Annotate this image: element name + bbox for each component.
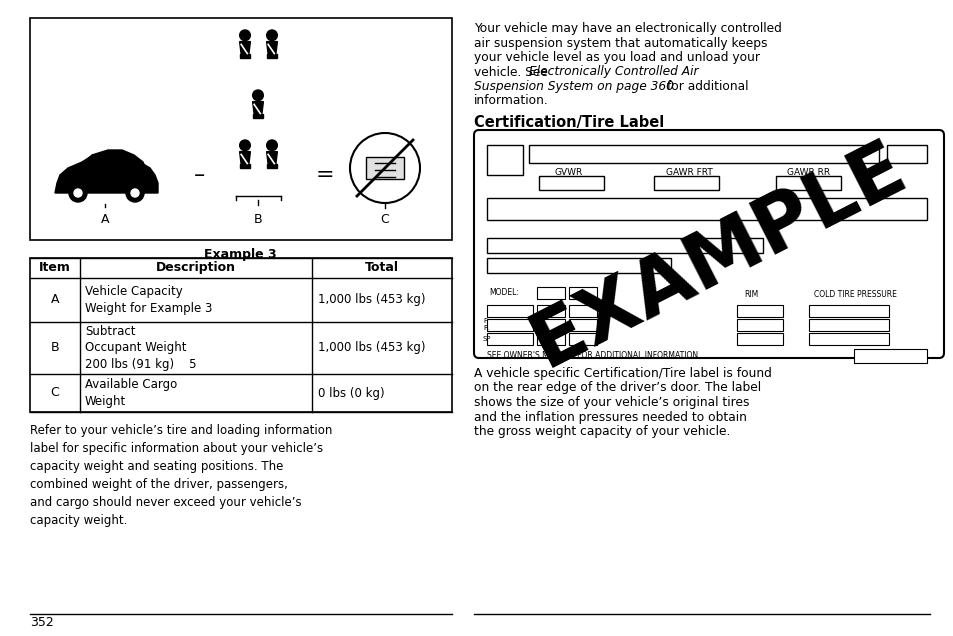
- Text: =: =: [315, 165, 334, 185]
- Bar: [568, 305, 597, 317]
- Text: MODEL:: MODEL:: [489, 289, 518, 298]
- Bar: [30, 18, 452, 240]
- Polygon shape: [266, 54, 277, 59]
- Text: Electronically Controlled Air: Electronically Controlled Air: [529, 66, 698, 78]
- Text: A: A: [51, 293, 59, 307]
- Bar: [737, 319, 782, 331]
- Bar: [486, 145, 522, 175]
- Text: Subtract
Occupant Weight
200 lbs (91 kg)    5: Subtract Occupant Weight 200 lbs (91 kg)…: [85, 325, 196, 371]
- FancyBboxPatch shape: [474, 130, 943, 358]
- Text: A vehicle specific Certification/Tire label is found: A vehicle specific Certification/Tire la…: [474, 367, 771, 380]
- Text: RIM: RIM: [743, 291, 758, 300]
- Circle shape: [74, 189, 82, 197]
- Bar: [568, 319, 597, 331]
- Bar: [537, 333, 564, 345]
- Text: and the inflation pressures needed to obtain: and the inflation pressures needed to ob…: [474, 410, 746, 424]
- Text: vehicle. See: vehicle. See: [474, 66, 551, 78]
- Bar: [529, 145, 878, 163]
- Circle shape: [239, 30, 250, 41]
- Bar: [654, 176, 719, 190]
- Circle shape: [239, 140, 250, 151]
- Bar: [568, 287, 597, 299]
- Text: –: –: [194, 165, 206, 185]
- Bar: [30, 258, 452, 412]
- Bar: [486, 319, 533, 331]
- Text: 1,000 lbs (453 kg): 1,000 lbs (453 kg): [317, 293, 425, 307]
- Bar: [537, 287, 564, 299]
- Text: 1,000 lbs (453 kg): 1,000 lbs (453 kg): [317, 342, 425, 354]
- Text: information.: information.: [474, 95, 548, 107]
- Text: A: A: [101, 213, 110, 226]
- Bar: [568, 333, 597, 345]
- Polygon shape: [266, 151, 277, 164]
- Text: EXAMPLE: EXAMPLE: [517, 128, 917, 382]
- Text: COLD TIRE PRESSURE: COLD TIRE PRESSURE: [813, 291, 896, 300]
- Polygon shape: [239, 41, 250, 54]
- Text: for additional: for additional: [662, 80, 748, 93]
- Text: Available Cargo
Weight: Available Cargo Weight: [85, 378, 177, 408]
- Text: GAWR FRT: GAWR FRT: [665, 169, 712, 177]
- Bar: [808, 305, 888, 317]
- Bar: [486, 238, 762, 253]
- Text: Item: Item: [39, 261, 71, 275]
- Bar: [537, 305, 564, 317]
- Text: Description: Description: [156, 261, 235, 275]
- Text: F
R: F R: [482, 319, 487, 331]
- Circle shape: [267, 140, 277, 151]
- Circle shape: [69, 184, 87, 202]
- Bar: [486, 333, 533, 345]
- Text: C: C: [380, 213, 389, 226]
- Bar: [486, 198, 926, 220]
- Polygon shape: [55, 153, 158, 193]
- Bar: [486, 258, 670, 273]
- Text: B: B: [51, 342, 59, 354]
- Bar: [538, 176, 603, 190]
- Text: 352: 352: [30, 616, 53, 628]
- Bar: [737, 333, 782, 345]
- Text: Your vehicle may have an electronically controlled: Your vehicle may have an electronically …: [474, 22, 781, 35]
- Text: GVWR: GVWR: [555, 169, 582, 177]
- Bar: [808, 319, 888, 331]
- Circle shape: [350, 133, 419, 203]
- Bar: [808, 333, 888, 345]
- Bar: [537, 319, 564, 331]
- Text: Refer to your vehicle’s tire and loading information
label for specific informat: Refer to your vehicle’s tire and loading…: [30, 424, 332, 527]
- Circle shape: [267, 30, 277, 41]
- Circle shape: [126, 184, 144, 202]
- Text: B: B: [253, 213, 262, 226]
- Text: 0 lbs (0 kg): 0 lbs (0 kg): [317, 387, 384, 399]
- Circle shape: [131, 189, 139, 197]
- Text: the gross weight capacity of your vehicle.: the gross weight capacity of your vehicl…: [474, 425, 730, 438]
- Text: Example 3: Example 3: [204, 248, 276, 261]
- Text: Suspension System on page 360: Suspension System on page 360: [474, 80, 673, 93]
- Polygon shape: [239, 151, 250, 164]
- Bar: [737, 305, 782, 317]
- Bar: [886, 145, 926, 163]
- Polygon shape: [253, 114, 263, 118]
- Polygon shape: [266, 164, 277, 169]
- Polygon shape: [78, 150, 148, 175]
- Text: Certification/Tire Label: Certification/Tire Label: [474, 115, 663, 130]
- Text: C: C: [51, 387, 59, 399]
- Text: shows the size of your vehicle’s original tires: shows the size of your vehicle’s origina…: [474, 396, 749, 409]
- Text: GAWR RR: GAWR RR: [786, 169, 830, 177]
- Text: SP: SP: [482, 336, 491, 342]
- Text: Total: Total: [365, 261, 398, 275]
- Polygon shape: [239, 164, 250, 169]
- Text: on the rear edge of the driver’s door. The label: on the rear edge of the driver’s door. T…: [474, 382, 760, 394]
- Text: Vehicle Capacity
Weight for Example 3: Vehicle Capacity Weight for Example 3: [85, 286, 213, 315]
- Polygon shape: [253, 102, 263, 114]
- Polygon shape: [239, 54, 250, 59]
- Bar: [486, 305, 533, 317]
- Text: air suspension system that automatically keeps: air suspension system that automatically…: [474, 36, 767, 50]
- Polygon shape: [266, 41, 277, 54]
- Text: SEE OWNER'S MANUAL FOR ADDITIONAL INFORMATION: SEE OWNER'S MANUAL FOR ADDITIONAL INFORM…: [486, 352, 698, 361]
- Bar: [775, 176, 841, 190]
- Text: your vehicle level as you load and unload your: your vehicle level as you load and unloa…: [474, 51, 760, 64]
- Circle shape: [253, 90, 263, 100]
- Bar: [366, 157, 403, 179]
- Bar: [853, 349, 926, 363]
